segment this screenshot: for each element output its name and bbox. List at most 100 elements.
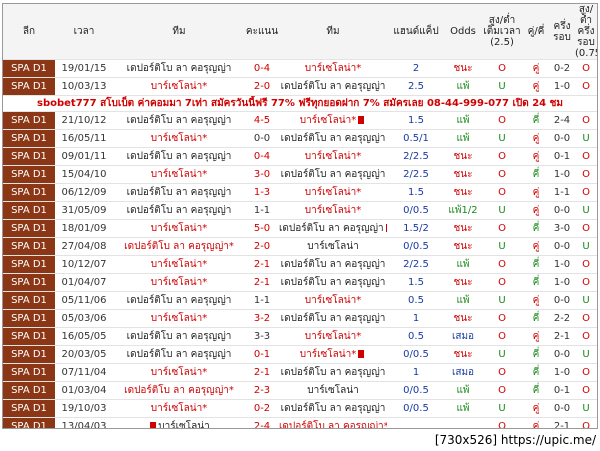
half: 2-2 [553,313,571,324]
half-cell: 2-4 [549,111,575,130]
date: 19/10/03 [61,403,107,414]
league: SPA D1 [11,259,47,270]
ou-ft: O [498,331,506,342]
handicap-cell: 0/0.5 [387,381,445,400]
ou-ht: O [582,223,590,234]
handicap: 0/0.5 [403,241,429,252]
handicap: 1.5 [408,277,424,288]
odds: ชนะ [453,349,473,360]
ou-ht-cell: U [575,129,597,148]
half: 1-0 [553,169,571,180]
ou-ht-cell: O [575,111,597,130]
home: บาร์เซโลน่า* [150,313,208,324]
score-cell: 0-4 [245,147,279,166]
home: บาร์เซโลน่า* [150,133,208,144]
home-cell: เดปอร์ติโบ ลา คอรุญญ่า [113,147,245,166]
date: 06/12/09 [61,187,107,198]
score-cell: 2-3 [245,381,279,400]
ou-ft-cell: U [481,77,523,96]
date-cell: 27/04/08 [55,237,113,256]
home: เดปอร์ติโบ ลา คอรุญญ่า [126,349,232,360]
away-cell: บาร์เซโลน่า* [279,59,387,78]
handicap: 1 [412,313,420,324]
home: เดปอร์ติโบ ลา คอรุญญ่า [126,151,232,162]
match-row: SPA D1 19/10/03 บาร์เซโลน่า* 0-2 เดปอร์ติโบ … [3,399,597,418]
odd-even-cell: คี่ [523,345,549,364]
ou-ht: O [582,187,590,198]
home-cell: บาร์เซโลน่า* [113,77,245,96]
table-frame: ลีก เวลา ทีม คะแนน ทีม แฮนด์แค็ป Odds สูง/ต่ำเต… [2,3,598,429]
score-cell: 0-0 [245,129,279,148]
ou-ft-cell: U [481,129,523,148]
header-cell: คู่/คี่ [523,4,549,60]
away-cell: เดปอร์ติโบ ลา คอรุญญ่า [279,363,387,382]
home-cell: เดปอร์ติโบ ลา คอรุญญ่า [113,327,245,346]
home: บาร์เซโลน่า* [150,169,208,180]
odd-even: คู่ [532,295,540,306]
header-cell: Odds [445,4,481,60]
odd-even-cell: คู่ [523,59,549,78]
home: เดปอร์ติโบ ลา คอรุญญ่า* [124,241,234,252]
header-cell: ทีม [279,4,387,60]
score: 2-3 [253,385,271,396]
score: 1-1 [253,205,271,216]
date: 05/03/06 [61,313,107,324]
match-row: SPA D1 10/12/07 บาร์เซโลน่า* 2-1 เดปอร์ติโบ … [3,255,597,274]
odd-even: คี่ [532,277,540,288]
odds-cell: แพ้ [445,129,481,148]
league: SPA D1 [11,385,47,396]
half: 0-1 [553,151,571,162]
handicap: 0.5 [408,331,424,342]
ou-ht: U [582,241,590,252]
ou-ft-cell: O [481,147,523,166]
match-row: SPA D1 15/04/10 บาร์เซโลน่า* 3-0 เดปอร์ติโบ … [3,165,597,184]
home: เดปอร์ติโบ ลา คอรุญญ่า [126,115,232,126]
header-cell: แฮนด์แค็ป [387,4,445,60]
away-cell: เดปอร์ติโบ ลา คอรุญญ่า [279,219,387,238]
league-cell: SPA D1 [3,219,55,238]
odd-even: คู่ [532,133,540,144]
odds-cell: ชนะ [445,237,481,256]
odd-even: คู่ [532,403,540,414]
odd-even-cell: คู่ [523,327,549,346]
half: 1-0 [553,81,571,92]
date-cell: 05/11/06 [55,291,113,310]
date-cell: 15/04/10 [55,165,113,184]
away: บาร์เซโลน่า* [304,295,362,306]
ou-ht: U [582,295,590,306]
score: 0-0 [253,133,271,144]
date: 21/10/12 [61,115,107,126]
score: 2-1 [253,259,271,270]
league: SPA D1 [11,403,47,414]
home-cell: เดปอร์ติโบ ลา คอรุญญ่า [113,111,245,130]
odd-even: คี่ [532,313,540,324]
away: เดปอร์ติโบ ลา คอรุญญ่า [280,81,386,92]
league-cell: SPA D1 [3,77,55,96]
ou-ft: U [498,205,506,216]
half: 1-0 [553,277,571,288]
ou-ft: U [498,349,506,360]
odd-even-cell: คี่ [523,363,549,382]
handicap: 0/0.5 [403,349,429,360]
ou-ft: O [498,187,506,198]
away: เดปอร์ติโบ ลา คอรุญญ่า [280,367,386,378]
date: 13/04/03 [61,421,107,429]
away: บาร์เซโลน่า* [304,187,362,198]
half-cell: 2-2 [549,309,575,328]
ou-ft: O [498,385,506,396]
ou-ft: O [498,169,506,180]
league: SPA D1 [11,133,47,144]
home-cell: บาร์เซโลน่า* [113,219,245,238]
odd-even: คู่ [532,151,540,162]
home-cell: เดปอร์ติโบ ลา คอรุญญ่า [113,345,245,364]
handicap: 0/0.5 [403,403,429,414]
away: บาร์เซโลน่า* [304,331,362,342]
odds-cell: แพ้ [445,77,481,96]
date: 09/01/11 [61,151,107,162]
away-cell: บาร์เซโลน่า* [279,201,387,220]
odd-even: คี่ [532,115,540,126]
odds: แพ้ [456,385,470,396]
header-cell: สูง/ต่ำเต็มเวลา (2.5) [481,4,523,60]
match-row: SPA D1 06/12/09 เดปอร์ติโบ ลา คอรุญญ่า 1-3 บ… [3,183,597,202]
match-row: SPA D1 01/04/07 บาร์เซโลน่า* 2-1 เดปอร์ติโบ … [3,273,597,292]
